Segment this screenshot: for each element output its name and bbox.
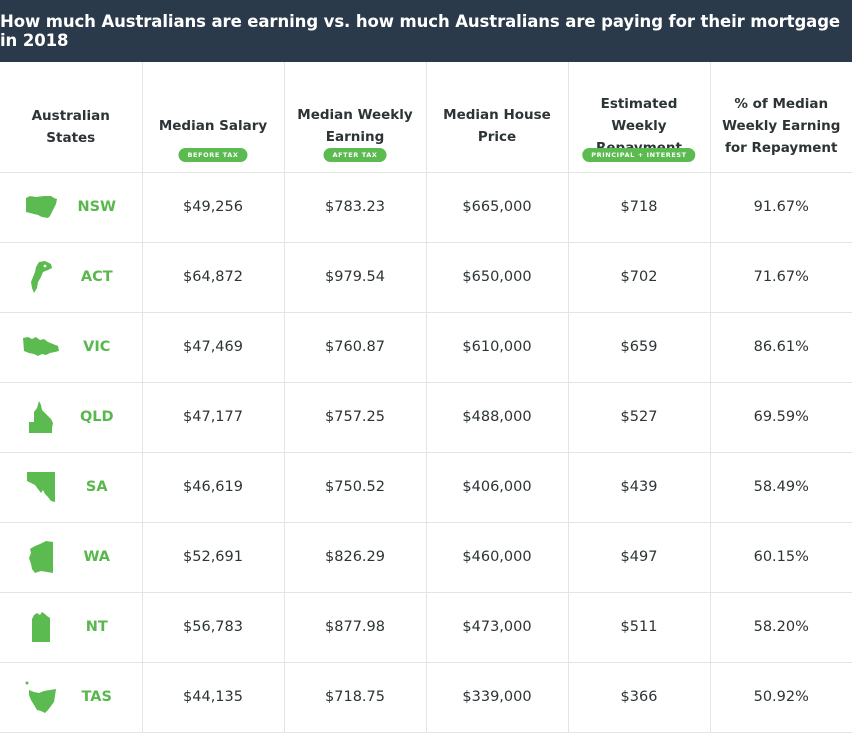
vic-map-icon: [15, 336, 67, 358]
median-house-price-cell: $610,000: [426, 312, 568, 382]
state-code: VIC: [67, 339, 127, 355]
after-tax-badge: AFTER TAX: [324, 148, 387, 162]
tas-map-icon: [15, 680, 67, 714]
act-map-icon: [15, 260, 67, 294]
state-cell: TAS: [0, 662, 142, 732]
state-label-group: NSW: [0, 173, 142, 242]
percent-repayment-cell: 71.67%: [710, 242, 852, 312]
median-salary-cell: $56,783: [142, 592, 284, 662]
weekly-repayment-cell: $366: [568, 662, 710, 732]
median-house-price-cell: $665,000: [426, 172, 568, 242]
median-salary-cell: $47,177: [142, 382, 284, 452]
state-code: NT: [67, 619, 127, 635]
weekly-repayment-cell: $439: [568, 452, 710, 522]
header-row: Australian States Median Salary BEFORE T…: [0, 62, 852, 172]
before-tax-badge: BEFORE TAX: [178, 148, 247, 162]
state-code: SA: [67, 479, 127, 495]
mortgage-comparison-table: Australian States Median Salary BEFORE T…: [0, 62, 852, 733]
state-label-group: NT: [0, 593, 142, 662]
state-code: WA: [67, 549, 127, 565]
median-weekly-earning-cell: $877.98: [284, 592, 426, 662]
state-code: TAS: [67, 689, 127, 705]
weekly-repayment-cell: $659: [568, 312, 710, 382]
percent-repayment-cell: 86.61%: [710, 312, 852, 382]
column-header-median-salary: Median Salary BEFORE TAX: [142, 62, 284, 172]
weekly-repayment-cell: $497: [568, 522, 710, 592]
state-cell: ACT: [0, 242, 142, 312]
nsw-map-icon: [15, 195, 67, 219]
state-cell: WA: [0, 522, 142, 592]
weekly-repayment-cell: $702: [568, 242, 710, 312]
weekly-repayment-cell: $718: [568, 172, 710, 242]
state-label-group: ACT: [0, 243, 142, 312]
median-weekly-earning-cell: $979.54: [284, 242, 426, 312]
median-salary-cell: $49,256: [142, 172, 284, 242]
column-header-label: Median Salary: [143, 115, 284, 137]
state-cell: NSW: [0, 172, 142, 242]
percent-repayment-cell: 58.49%: [710, 452, 852, 522]
column-header-median-house-price: Median House Price: [426, 62, 568, 172]
median-salary-cell: $44,135: [142, 662, 284, 732]
weekly-repayment-cell: $527: [568, 382, 710, 452]
median-salary-cell: $64,872: [142, 242, 284, 312]
column-header-label: Median Weekly Earning: [285, 104, 426, 148]
state-label-group: WA: [0, 523, 142, 592]
column-header-weekly-repayment: Estimated Weekly Repayment PRINCIPAL + I…: [568, 62, 710, 172]
column-header-states: Australian States: [0, 62, 142, 172]
median-salary-cell: $46,619: [142, 452, 284, 522]
state-code: ACT: [67, 269, 127, 285]
principal-interest-badge: PRINCIPAL + INTEREST: [582, 148, 695, 162]
state-label-group: VIC: [0, 313, 142, 382]
state-label-group: TAS: [0, 663, 142, 732]
weekly-repayment-cell: $511: [568, 592, 710, 662]
qld-map-icon: [15, 400, 67, 434]
median-house-price-cell: $406,000: [426, 452, 568, 522]
sa-map-icon: [15, 471, 67, 503]
median-weekly-earning-cell: $826.29: [284, 522, 426, 592]
state-code: NSW: [67, 199, 127, 215]
median-weekly-earning-cell: $718.75: [284, 662, 426, 732]
percent-repayment-cell: 50.92%: [710, 662, 852, 732]
median-weekly-earning-cell: $757.25: [284, 382, 426, 452]
median-salary-cell: $52,691: [142, 522, 284, 592]
median-house-price-cell: $339,000: [426, 662, 568, 732]
column-header-label: Australian States: [0, 105, 142, 149]
state-cell: QLD: [0, 382, 142, 452]
wa-map-icon: [15, 540, 67, 574]
median-weekly-earning-cell: $760.87: [284, 312, 426, 382]
median-weekly-earning-cell: $783.23: [284, 172, 426, 242]
column-header-label: Median House Price: [427, 104, 568, 148]
page-title: How much Australians are earning vs. how…: [0, 0, 852, 62]
median-house-price-cell: $460,000: [426, 522, 568, 592]
column-header-median-weekly-earning: Median Weekly Earning AFTER TAX: [284, 62, 426, 172]
percent-repayment-cell: 60.15%: [710, 522, 852, 592]
state-label-group: QLD: [0, 383, 142, 452]
state-label-group: SA: [0, 453, 142, 522]
state-cell: NT: [0, 592, 142, 662]
column-header-label: % of Median Weekly Earning for Repayment: [711, 93, 852, 159]
nt-map-icon: [15, 611, 67, 643]
column-header-percent-repayment: % of Median Weekly Earning for Repayment: [710, 62, 852, 172]
median-house-price-cell: $473,000: [426, 592, 568, 662]
percent-repayment-cell: 69.59%: [710, 382, 852, 452]
state-cell: SA: [0, 452, 142, 522]
state-cell: VIC: [0, 312, 142, 382]
median-house-price-cell: $650,000: [426, 242, 568, 312]
percent-repayment-cell: 58.20%: [710, 592, 852, 662]
percent-repayment-cell: 91.67%: [710, 172, 852, 242]
median-house-price-cell: $488,000: [426, 382, 568, 452]
median-salary-cell: $47,469: [142, 312, 284, 382]
median-weekly-earning-cell: $750.52: [284, 452, 426, 522]
state-code: QLD: [67, 409, 127, 425]
